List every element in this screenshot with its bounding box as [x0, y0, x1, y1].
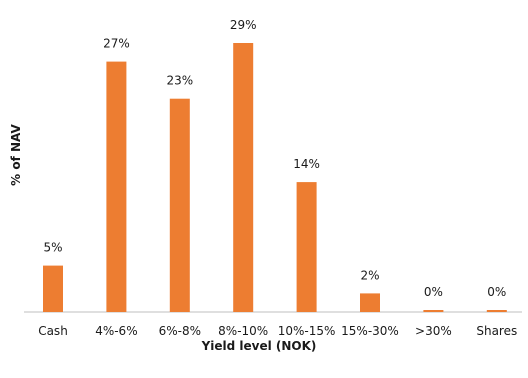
- data-label-5: 2%: [360, 268, 379, 282]
- y-axis-title: % of NAV: [9, 123, 23, 185]
- x-tick-label-0: Cash: [38, 324, 68, 338]
- data-labels-group: 5% 27% 23% 29% 14% 2% 0% 0%: [43, 18, 506, 299]
- data-label-1: 27%: [103, 37, 130, 51]
- bar-6: [423, 310, 444, 312]
- x-tick-label-5: 15%-30%: [341, 324, 399, 338]
- bars-group: [43, 43, 507, 312]
- x-axis-title: Yield level (NOK): [201, 339, 317, 353]
- data-label-6: 0%: [424, 285, 443, 299]
- x-tick-labels: Cash 4%-6% 6%-8% 8%-10% 10%-15% 15%-30% >30% Sh…: [38, 324, 517, 338]
- x-tick-label-1: 4%-6%: [95, 324, 137, 338]
- x-tick-label-3: 8%-10%: [218, 324, 268, 338]
- x-tick-label-2: 6%-8%: [159, 324, 201, 338]
- bar-2: [169, 98, 190, 312]
- bar-4: [296, 182, 317, 312]
- x-tick-label-4: 10%-15%: [278, 324, 336, 338]
- bar-0: [43, 265, 63, 312]
- data-label-4: 14%: [293, 157, 320, 171]
- data-label-0: 5%: [43, 241, 62, 255]
- bar-3: [233, 43, 254, 312]
- bar-1: [106, 61, 127, 312]
- data-label-7: 0%: [487, 285, 506, 299]
- x-tick-label-6: >30%: [415, 324, 452, 338]
- bar-5: [360, 293, 380, 312]
- x-tick-label-7: Shares: [476, 324, 517, 338]
- bar-7: [486, 310, 507, 312]
- data-label-3: 29%: [230, 18, 257, 32]
- data-label-2: 23%: [166, 74, 193, 88]
